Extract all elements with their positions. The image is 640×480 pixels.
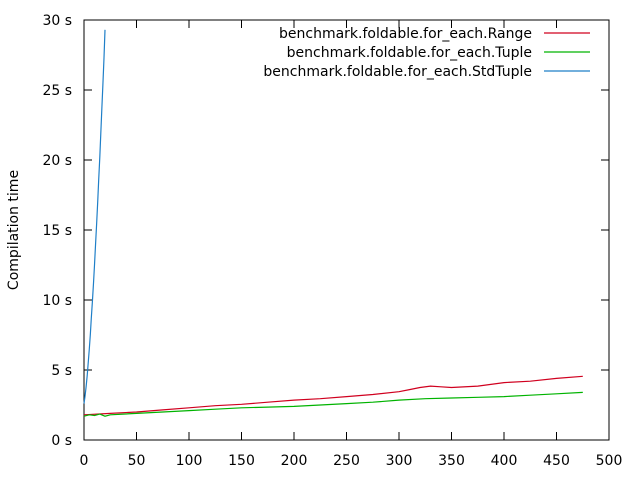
y-tick-label: 0 s xyxy=(51,433,72,449)
y-tick-label: 15 s xyxy=(42,223,72,239)
x-tick-label: 500 xyxy=(596,453,623,469)
x-tick-label: 400 xyxy=(491,453,518,469)
series-lines xyxy=(83,29,583,417)
series-line-1 xyxy=(83,375,583,416)
legend: benchmark.foldable.for_each.Rangebenchma… xyxy=(263,26,590,80)
legend-label-3: benchmark.foldable.for_each.StdTuple xyxy=(263,64,532,80)
series-line-3 xyxy=(83,29,106,404)
plot-frame xyxy=(83,19,610,441)
x-tick-label: 50 xyxy=(128,453,146,469)
y-tick-label: 5 s xyxy=(51,363,72,379)
x-tick-label: 250 xyxy=(333,453,360,469)
x-tick-label: 100 xyxy=(176,453,203,469)
y-tick-label: 25 s xyxy=(42,83,72,99)
y-tick-label: 30 s xyxy=(42,13,72,29)
axis-ticks xyxy=(83,19,610,441)
x-tick-label: 350 xyxy=(438,453,465,469)
x-tick-label: 200 xyxy=(281,453,308,469)
series-line-2 xyxy=(83,391,583,417)
y-tick-label: 20 s xyxy=(42,153,72,169)
x-tick-label: 300 xyxy=(386,453,413,469)
legend-label-2: benchmark.foldable.for_each.Tuple xyxy=(287,45,532,61)
y-tick-labels: 0 s 5 s 10 s 15 s 20 s 25 s 30 s xyxy=(42,13,72,449)
x-tick-label: 150 xyxy=(228,453,255,469)
y-tick-label: 10 s xyxy=(42,293,72,309)
x-tick-label: 0 xyxy=(80,453,89,469)
legend-label-1: benchmark.foldable.for_each.Range xyxy=(279,26,532,42)
x-tick-label: 450 xyxy=(543,453,570,469)
y-axis-label: Compilation time xyxy=(6,170,22,290)
x-tick-labels: 0 50 100 150 200 250 300 350 400 450 500 xyxy=(80,453,623,469)
